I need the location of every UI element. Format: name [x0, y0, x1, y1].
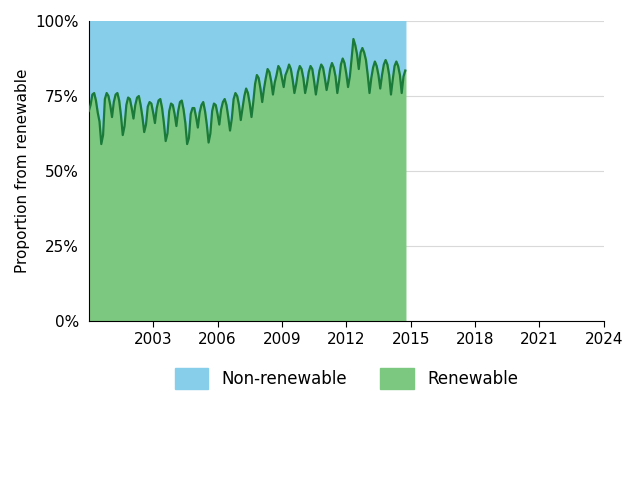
Legend: Non-renewable, Renewable: Non-renewable, Renewable [167, 360, 526, 397]
Y-axis label: Proportion from renewable: Proportion from renewable [15, 69, 30, 274]
